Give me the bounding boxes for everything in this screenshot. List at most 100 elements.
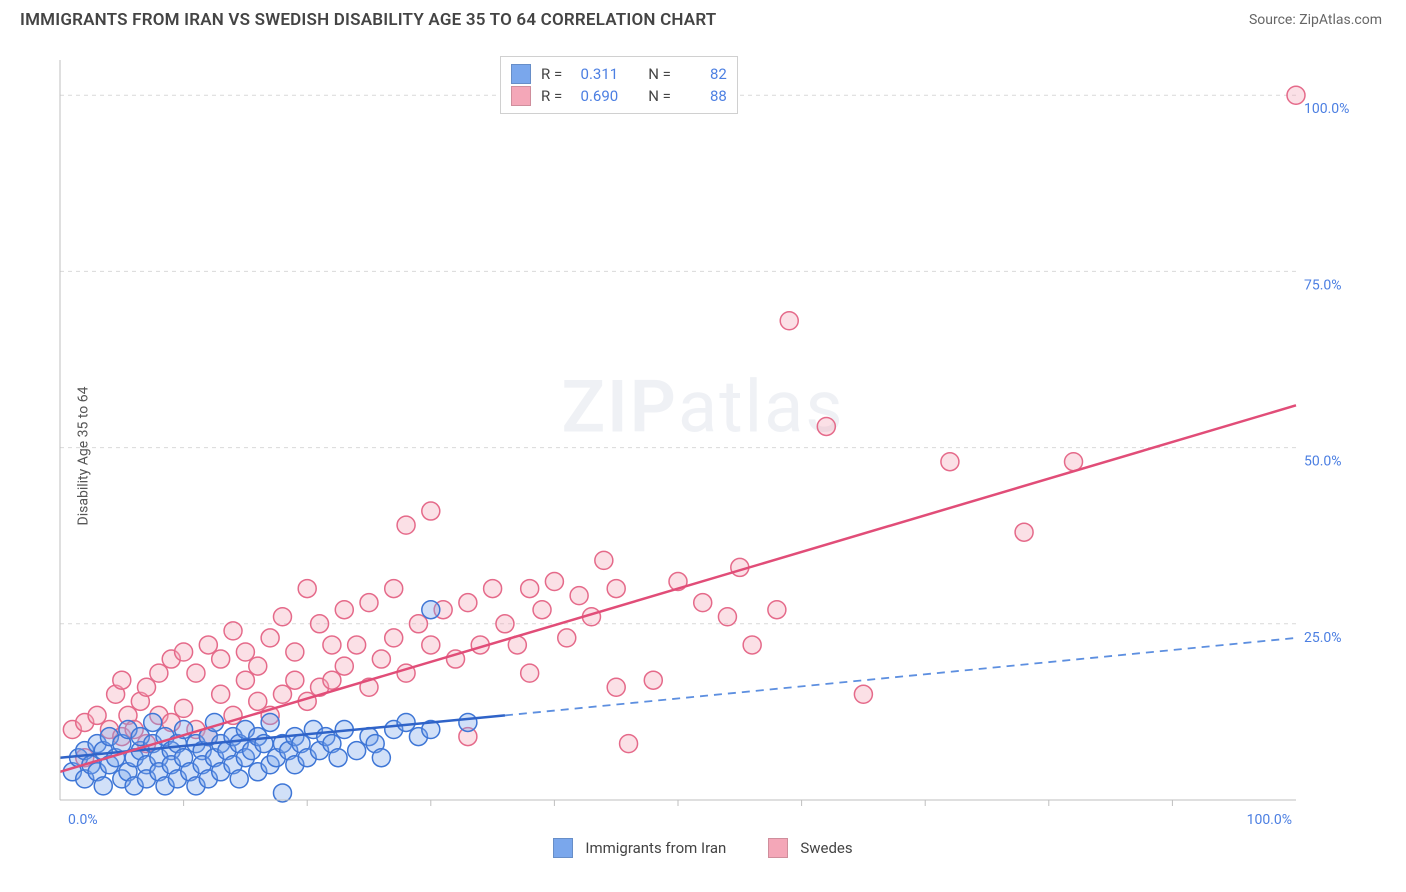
data-point [348,742,366,760]
data-point [459,713,477,731]
legend-swedes-R: 0.690 [572,85,618,107]
data-point [224,622,242,640]
data-point [348,636,366,654]
legend-R-label: R = [541,63,562,85]
legend-N-label: N = [648,63,671,85]
series-legend: Immigrants from Iran Swedes [20,838,1386,862]
legend-swatch-iran [511,64,531,84]
data-point [620,735,638,753]
data-point [273,608,291,626]
legend-R-label: R = [541,85,562,107]
data-point [743,636,761,654]
legend-swatch-iran [553,838,573,858]
legend-N-label: N = [648,85,671,107]
data-point [558,629,576,647]
data-point [397,516,415,534]
legend-row-swedes: R = 0.690 N = 88 [511,85,727,107]
x-tick-label: 100.0% [1247,812,1292,828]
legend-swatch-swedes [768,838,788,858]
legend-label-iran: Immigrants from Iran [585,839,726,857]
data-point [817,417,835,435]
data-point [94,777,112,795]
data-point [644,671,662,689]
legend-iran-N: 82 [681,63,727,85]
data-point [187,664,205,682]
data-point [385,629,403,647]
x-tick-label: 0.0% [68,812,98,828]
data-point [595,551,613,569]
data-point [484,580,502,598]
data-point [323,636,341,654]
data-point [768,601,786,619]
y-tick-label: 25.0% [1304,630,1342,646]
data-point [1065,453,1083,471]
data-point [144,713,162,731]
data-point [335,601,353,619]
data-point [230,770,248,788]
data-point [273,685,291,703]
data-point [459,594,477,612]
data-point [570,587,588,605]
data-point [261,629,279,647]
data-point [138,678,156,696]
data-point [323,671,341,689]
data-point [236,643,254,661]
data-point [422,601,440,619]
data-point [422,502,440,520]
data-point [88,706,106,724]
trend-iran-dash [505,638,1296,716]
data-point [854,685,872,703]
data-point [1015,523,1033,541]
data-point [1287,86,1305,104]
data-point [521,580,539,598]
data-point [199,636,217,654]
data-point [372,749,390,767]
data-point [780,312,798,330]
legend-row-iran: R = 0.311 N = 82 [511,63,727,85]
y-tick-label: 75.0% [1304,277,1342,293]
data-point [694,594,712,612]
data-point [607,678,625,696]
data-point [261,713,279,731]
data-point [372,650,390,668]
page-title: IMMIGRANTS FROM IRAN VS SWEDISH DISABILI… [20,10,716,30]
y-tick-label: 100.0% [1304,101,1349,117]
data-point [212,650,230,668]
data-point [311,615,329,633]
data-point [236,671,254,689]
data-point [286,643,304,661]
legend-label-swedes: Swedes [800,839,852,857]
data-point [175,643,193,661]
legend-swatch-swedes [511,86,531,106]
data-point [496,615,514,633]
source-label: Source: ZipAtlas.com [1249,12,1382,28]
data-point [329,749,347,767]
legend-iran-R: 0.311 [572,63,618,85]
data-point [150,664,168,682]
data-point [545,573,563,591]
data-point [397,713,415,731]
data-point [941,453,959,471]
data-point [335,657,353,675]
data-point [175,699,193,717]
trend-swedes [60,405,1296,771]
data-point [113,671,131,689]
data-point [521,664,539,682]
data-point [607,580,625,598]
scatter-chart: 25.0% 50.0% 75.0% 100.0% 0.0% 100.0% [50,50,1366,840]
data-point [273,784,291,802]
data-point [286,671,304,689]
y-tick-label: 50.0% [1304,454,1342,470]
data-point [718,608,736,626]
data-point [360,594,378,612]
data-point [212,685,230,703]
chart-container: Disability Age 35 to 64 ZIPatlas 25.0%50… [20,50,1386,862]
data-point [298,580,316,598]
data-point [533,601,551,619]
data-point [422,636,440,654]
data-point [385,580,403,598]
correlation-legend: R = 0.311 N = 82 R = 0.690 N = 88 [500,56,738,114]
legend-swedes-N: 88 [681,85,727,107]
data-point [249,692,267,710]
data-point [409,615,427,633]
